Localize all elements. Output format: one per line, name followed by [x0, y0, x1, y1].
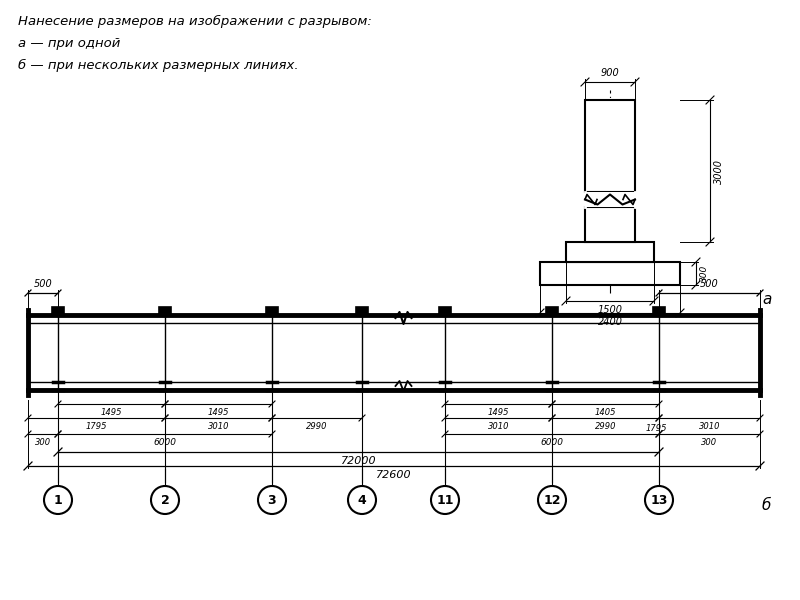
- Bar: [546, 307, 558, 315]
- Text: 2990: 2990: [594, 422, 616, 431]
- Bar: [653, 307, 665, 315]
- Text: 1495: 1495: [101, 408, 122, 417]
- Text: 1500: 1500: [598, 305, 622, 315]
- Bar: [566, 242, 654, 262]
- Text: 1795: 1795: [86, 422, 107, 431]
- Text: а: а: [762, 292, 771, 307]
- Text: 3000: 3000: [714, 158, 724, 184]
- Text: 500: 500: [700, 279, 719, 289]
- Text: 13: 13: [650, 493, 668, 506]
- Text: 1495: 1495: [208, 408, 230, 417]
- Bar: [439, 307, 451, 315]
- Text: 900: 900: [601, 68, 619, 78]
- Bar: [585, 100, 635, 192]
- Text: 300: 300: [702, 438, 718, 447]
- Bar: [356, 307, 368, 315]
- Text: а — при одной: а — при одной: [18, 37, 120, 50]
- Text: 500: 500: [34, 279, 52, 289]
- Bar: [540, 262, 680, 285]
- Text: 3: 3: [268, 493, 276, 506]
- Text: б — при нескольких размерных линиях.: б — при нескольких размерных линиях.: [18, 59, 298, 72]
- Bar: [52, 307, 64, 315]
- Bar: [585, 207, 635, 242]
- Bar: [159, 307, 171, 315]
- Bar: [585, 192, 635, 207]
- Circle shape: [538, 486, 566, 514]
- Text: 3010: 3010: [208, 422, 230, 431]
- Text: 72000: 72000: [341, 456, 376, 466]
- Text: 2: 2: [161, 493, 170, 506]
- Text: 1405: 1405: [594, 408, 616, 417]
- Circle shape: [348, 486, 376, 514]
- Circle shape: [431, 486, 459, 514]
- Circle shape: [645, 486, 673, 514]
- Text: 1495: 1495: [488, 408, 510, 417]
- Text: 2400: 2400: [598, 317, 622, 327]
- Bar: [266, 307, 278, 315]
- Text: 11: 11: [436, 493, 454, 506]
- Text: 6000: 6000: [154, 438, 177, 447]
- Text: 72600: 72600: [376, 470, 412, 480]
- Circle shape: [258, 486, 286, 514]
- Text: 12: 12: [543, 493, 561, 506]
- Text: 300: 300: [700, 265, 709, 282]
- Circle shape: [151, 486, 179, 514]
- Text: 3010: 3010: [698, 422, 720, 431]
- Text: б: б: [762, 497, 771, 512]
- Text: 2990: 2990: [306, 422, 328, 431]
- Text: 1: 1: [54, 493, 62, 506]
- Text: 4: 4: [358, 493, 366, 506]
- Text: 1795: 1795: [646, 424, 666, 433]
- Text: 300: 300: [35, 438, 51, 447]
- Text: 3010: 3010: [488, 422, 510, 431]
- Text: 6000: 6000: [541, 438, 563, 447]
- Circle shape: [44, 486, 72, 514]
- Text: Нанесение размеров на изображении с разрывом:: Нанесение размеров на изображении с разр…: [18, 15, 372, 28]
